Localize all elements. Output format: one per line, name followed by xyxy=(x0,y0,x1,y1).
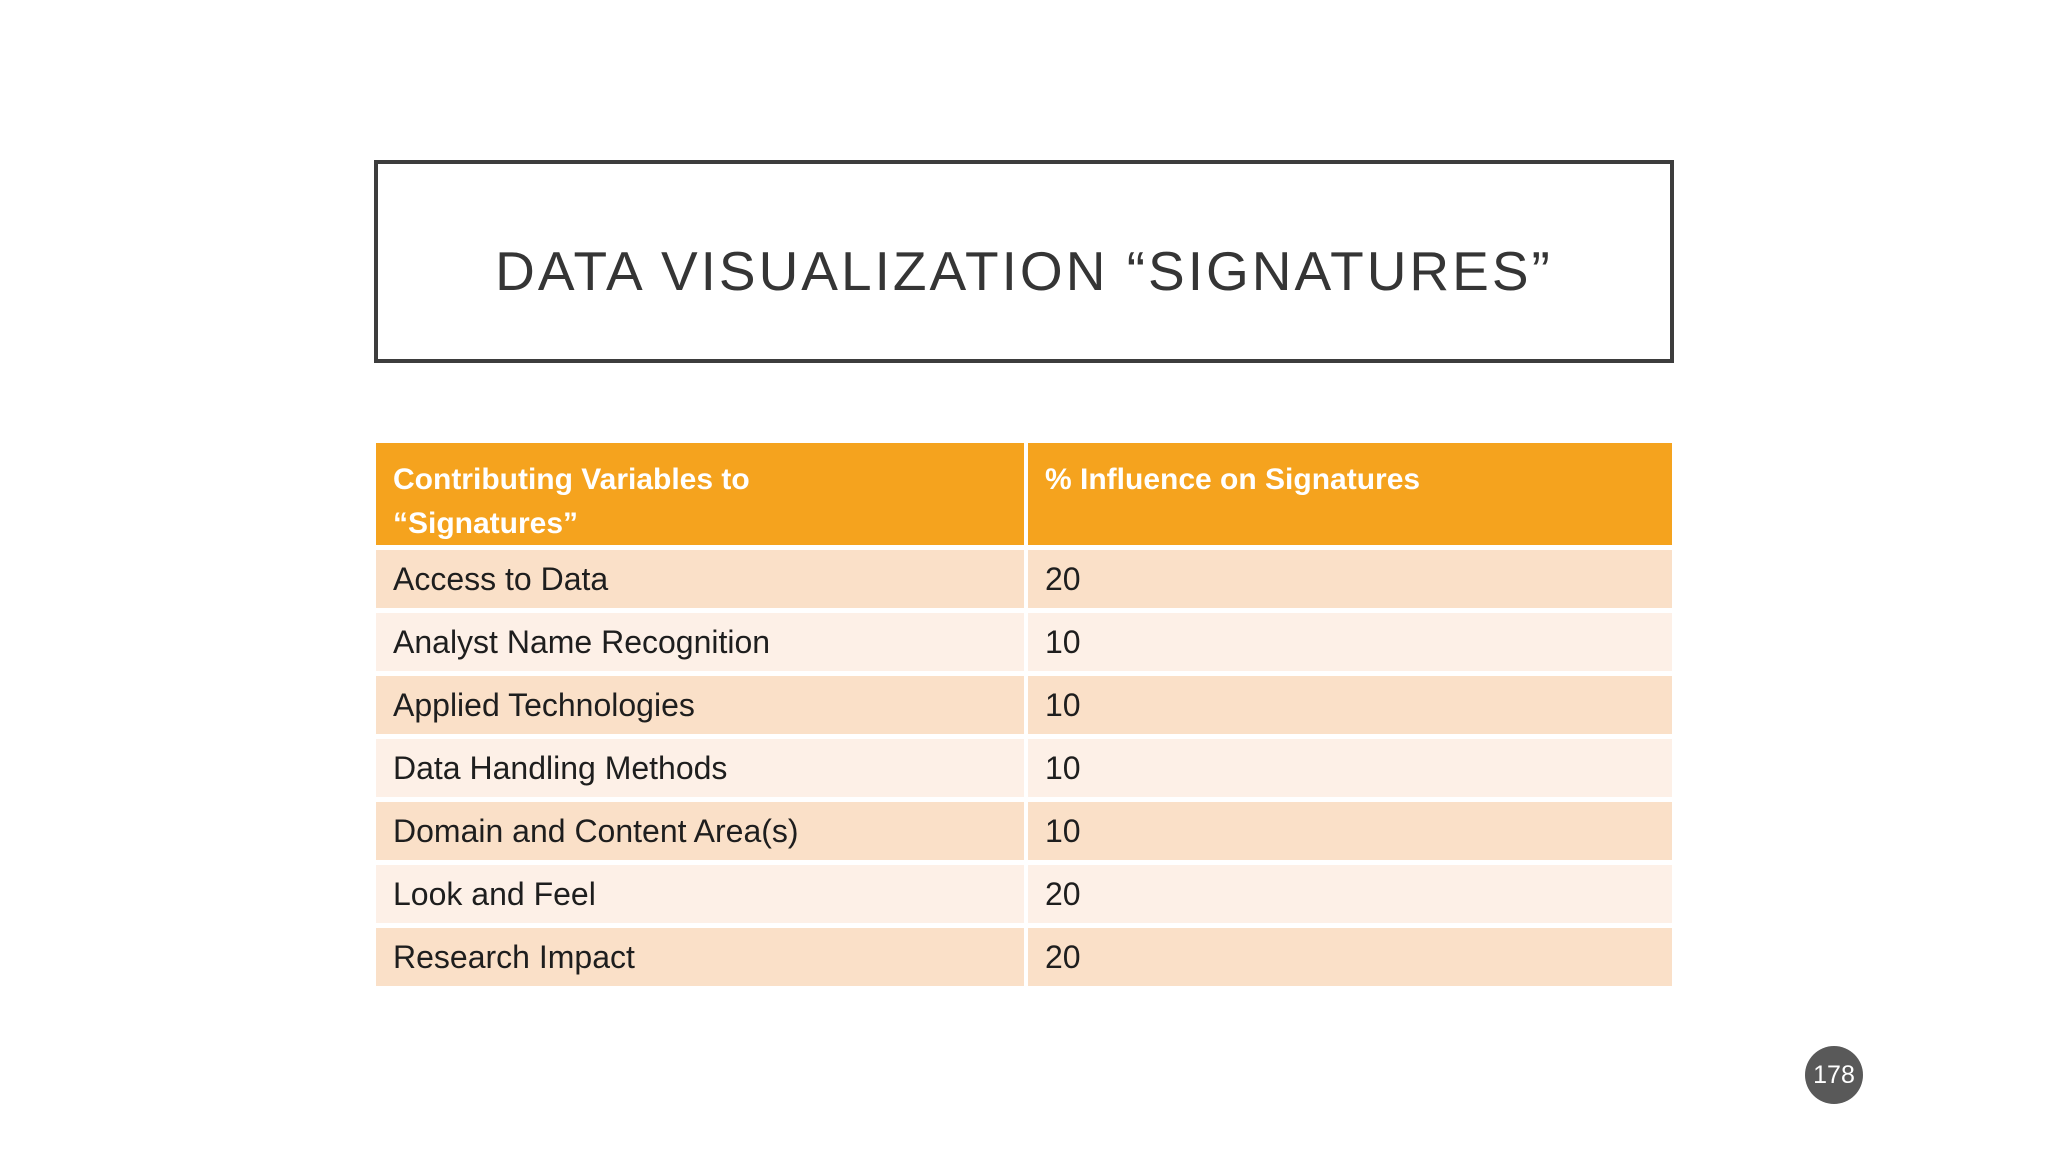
page-number-badge: 178 xyxy=(1805,1046,1863,1104)
variable-cell: Domain and Content Area(s) xyxy=(376,802,1024,860)
column-header-variables-label: Contributing Variables to “Signatures” xyxy=(393,463,750,540)
variable-cell: Analyst Name Recognition xyxy=(376,613,1024,671)
variable-cell: Look and Feel xyxy=(376,865,1024,923)
influence-cell: 20 xyxy=(1028,928,1672,986)
table-row: Research Impact 20 xyxy=(376,928,1672,986)
table-row: Access to Data 20 xyxy=(376,550,1672,608)
influence-cell: 20 xyxy=(1028,550,1672,608)
influence-cell: 10 xyxy=(1028,739,1672,797)
table-header-row: Contributing Variables to “Signatures” %… xyxy=(376,443,1672,545)
column-header-variables: Contributing Variables to “Signatures” xyxy=(376,443,1024,545)
table-row: Analyst Name Recognition 10 xyxy=(376,613,1672,671)
column-header-influence-label: % Influence on Signatures xyxy=(1045,463,1421,496)
page-number: 178 xyxy=(1813,1060,1855,1089)
influence-cell: 10 xyxy=(1028,802,1672,860)
table-row: Applied Technologies 10 xyxy=(376,676,1672,734)
column-header-influence: % Influence on Signatures xyxy=(1028,443,1672,545)
table-row: Data Handling Methods 10 xyxy=(376,739,1672,797)
table-row: Domain and Content Area(s) 10 xyxy=(376,802,1672,860)
variable-cell: Access to Data xyxy=(376,550,1024,608)
signatures-table: Contributing Variables to “Signatures” %… xyxy=(376,443,1672,986)
influence-cell: 10 xyxy=(1028,613,1672,671)
slide-title: DATA VISUALIZATION “SIGNATURES” xyxy=(495,239,1553,302)
table-row: Look and Feel 20 xyxy=(376,865,1672,923)
influence-cell: 10 xyxy=(1028,676,1672,734)
variable-cell: Data Handling Methods xyxy=(376,739,1024,797)
title-box: DATA VISUALIZATION “SIGNATURES” xyxy=(374,160,1674,363)
influence-cell: 20 xyxy=(1028,865,1672,923)
variable-cell: Research Impact xyxy=(376,928,1024,986)
variable-cell: Applied Technologies xyxy=(376,676,1024,734)
